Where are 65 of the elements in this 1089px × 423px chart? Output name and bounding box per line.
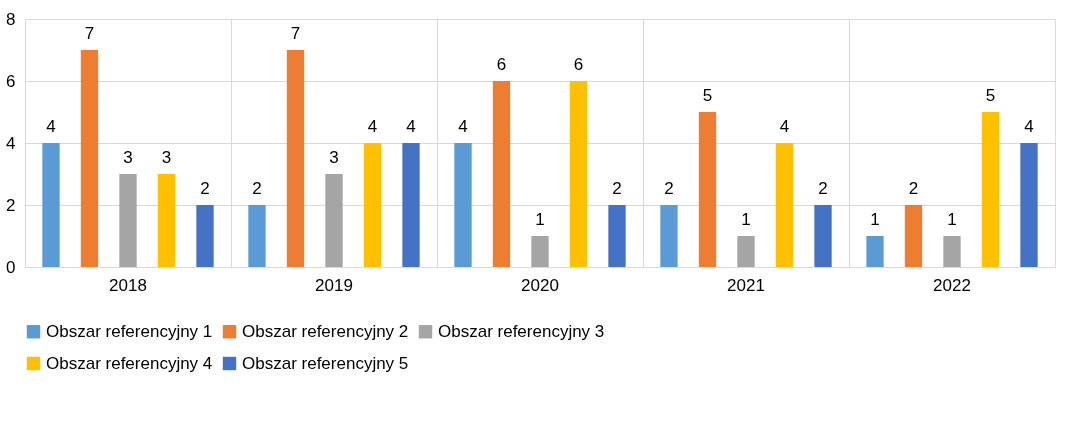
data-label: 4	[458, 117, 468, 136]
bar	[80, 50, 99, 267]
data-label: 2	[664, 179, 674, 198]
data-label: 2	[612, 179, 622, 198]
data-label: 1	[947, 210, 957, 229]
data-label: 4	[779, 117, 790, 136]
bar	[196, 205, 214, 267]
bar	[775, 143, 794, 267]
data-label: 2	[200, 179, 210, 198]
x-tick-label: 2020	[521, 275, 559, 295]
data-label: 7	[290, 24, 301, 43]
data-label: 2	[252, 179, 262, 198]
data-label: 6	[496, 55, 507, 74]
bar	[569, 81, 588, 267]
y-tick-label: 6	[6, 71, 16, 91]
data-label: 6	[573, 55, 584, 74]
legend-label: Obszar referencyjny 3	[438, 321, 605, 341]
data-label: 3	[161, 148, 172, 167]
data-label: 4	[367, 117, 378, 136]
bar	[42, 143, 60, 267]
x-tick-label: 2018	[109, 275, 147, 295]
data-label: 4	[1024, 117, 1034, 136]
data-label: 1	[741, 210, 751, 229]
legend-label: Obszar referencyjny 2	[242, 321, 409, 341]
bar	[492, 81, 511, 267]
data-label: 2	[818, 179, 828, 198]
y-tick-label: 0	[6, 257, 16, 277]
bar	[814, 205, 832, 267]
data-label: 4	[46, 117, 56, 136]
bar	[402, 143, 420, 267]
bar	[866, 236, 884, 267]
bar	[286, 50, 305, 267]
bar	[325, 174, 343, 267]
legend-label: Obszar referencyjny 4	[46, 353, 213, 373]
data-label: 5	[985, 86, 996, 105]
bar	[248, 205, 266, 267]
bar	[454, 143, 472, 267]
x-tick-label: 2021	[727, 275, 765, 295]
bar	[698, 112, 717, 267]
x-tick-label: 2019	[315, 275, 353, 295]
data-label: 2	[908, 179, 919, 198]
y-tick-label: 8	[6, 9, 16, 29]
bar	[737, 236, 755, 267]
bar	[531, 236, 549, 267]
bar	[363, 143, 382, 267]
data-label: 5	[702, 86, 713, 105]
bar	[157, 174, 176, 267]
y-tick-label: 4	[6, 133, 16, 153]
bar	[660, 205, 678, 267]
y-tick-label: 2	[6, 195, 16, 215]
data-label: 7	[84, 24, 95, 43]
bar	[943, 236, 961, 267]
bar	[608, 205, 626, 267]
data-label: 1	[870, 210, 880, 229]
data-label: 1	[535, 210, 545, 229]
bar	[119, 174, 137, 267]
legend-label: Obszar referencyjny 1	[46, 321, 213, 341]
data-label: 3	[329, 148, 339, 167]
bar	[1020, 143, 1038, 267]
data-label: 4	[406, 117, 416, 136]
data-label: 3	[123, 148, 133, 167]
bar	[981, 112, 1000, 267]
legend-label: Obszar referencyjny 5	[242, 353, 409, 373]
bar	[904, 205, 923, 267]
x-tick-label: 2022	[933, 275, 971, 295]
